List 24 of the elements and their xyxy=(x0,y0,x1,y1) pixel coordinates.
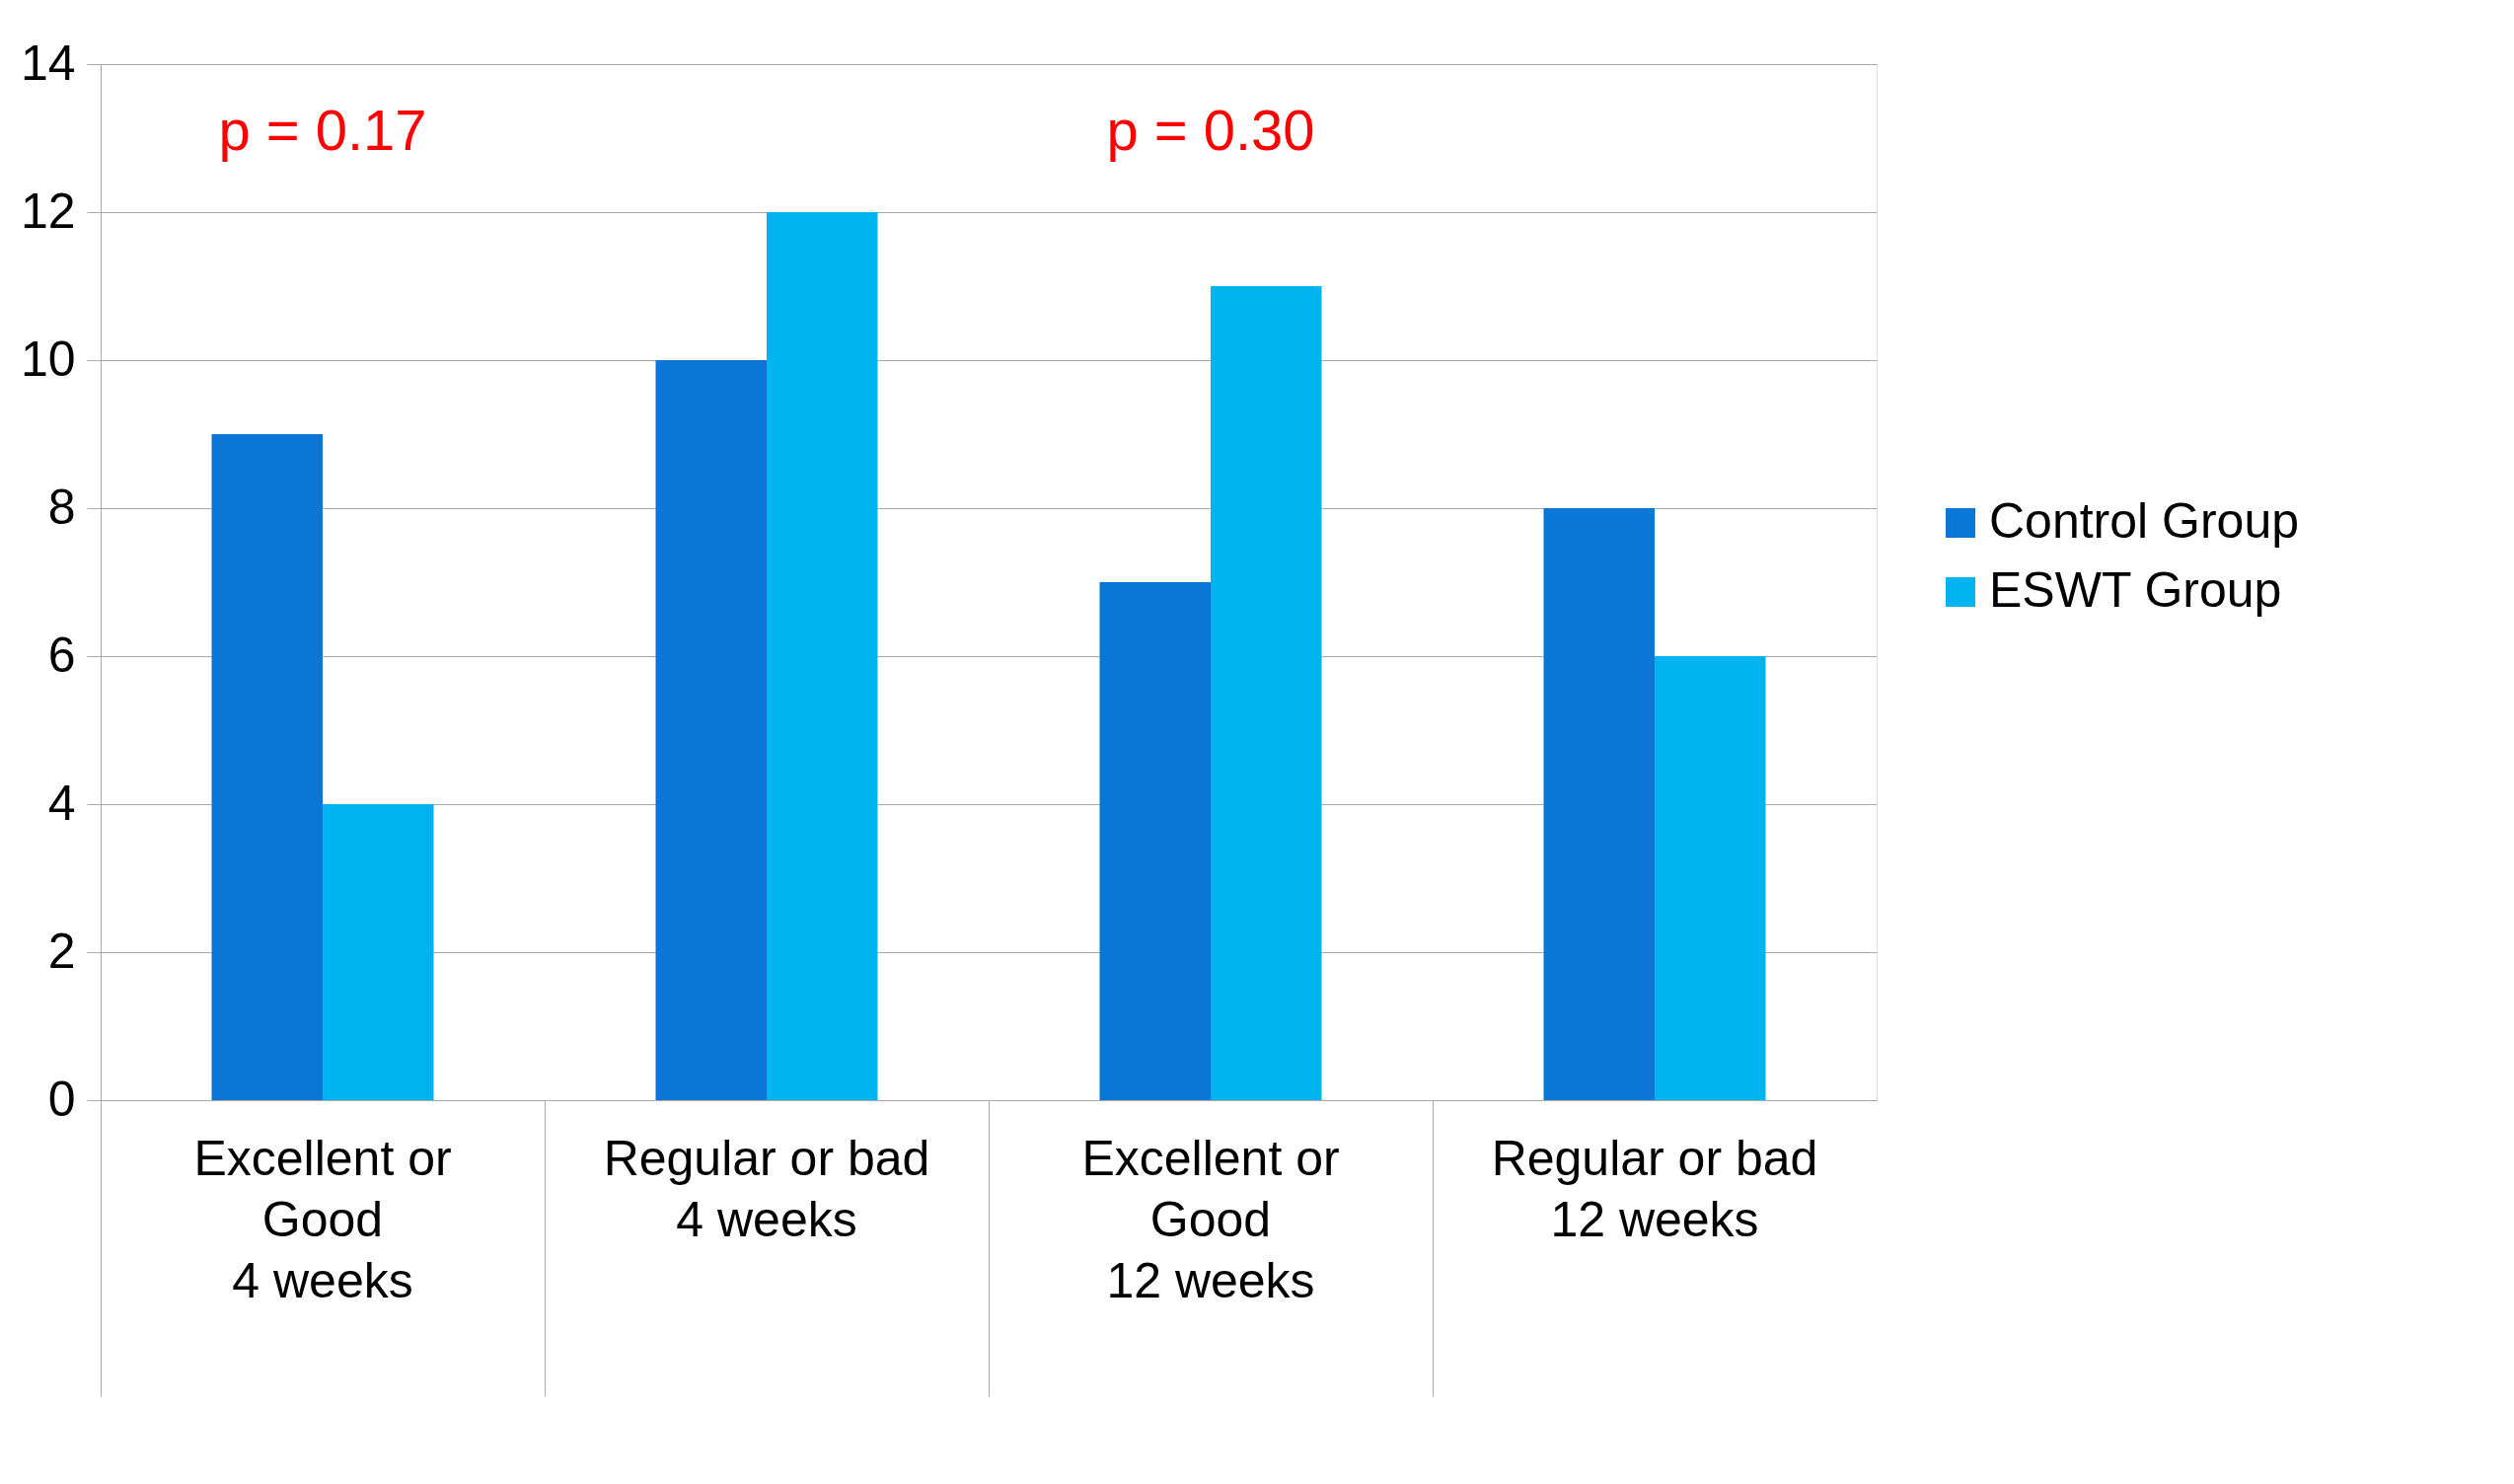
bar xyxy=(655,360,767,1100)
bar xyxy=(323,804,434,1100)
y-tick-label: 14 xyxy=(20,35,76,91)
legend-label: Control Group xyxy=(1989,493,2300,549)
legend-label: ESWT Group xyxy=(1989,562,2282,618)
bar xyxy=(211,434,323,1100)
x-tick-label: Regular or bad 12 weeks xyxy=(1491,1130,1818,1247)
bar xyxy=(1211,286,1322,1100)
x-tick-label: Excellent or Good 4 weeks xyxy=(193,1130,452,1308)
x-tick-label: Excellent or Good 12 weeks xyxy=(1081,1130,1340,1308)
y-tick-label: 10 xyxy=(20,331,76,387)
y-tick-label: 6 xyxy=(47,627,76,683)
annotation: p = 0.17 xyxy=(218,98,427,162)
y-tick-label: 8 xyxy=(47,479,76,535)
y-tick-label: 12 xyxy=(20,183,76,239)
x-tick-label: Regular or bad 4 weeks xyxy=(603,1130,930,1247)
y-tick-label: 2 xyxy=(47,923,76,979)
y-tick-label: 0 xyxy=(47,1071,76,1127)
annotation: p = 0.30 xyxy=(1106,98,1315,162)
bar xyxy=(1655,656,1766,1100)
bar xyxy=(767,212,878,1100)
bar xyxy=(1099,582,1211,1100)
bar xyxy=(1543,508,1655,1100)
y-tick-label: 4 xyxy=(47,775,76,831)
